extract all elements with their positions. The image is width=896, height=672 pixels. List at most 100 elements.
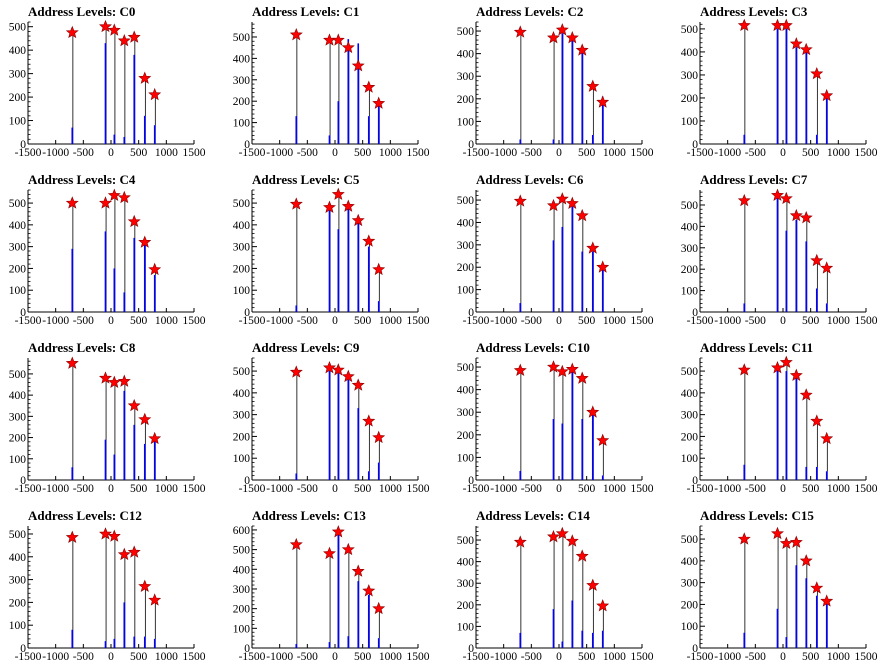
- y-tick-label: 0: [244, 475, 250, 487]
- peak-marker: [771, 188, 784, 201]
- peak-marker: [779, 536, 793, 549]
- peak-marker: [372, 96, 386, 109]
- peak-marker: [771, 526, 784, 540]
- peak-marker: [555, 526, 569, 540]
- x-tick-label: -500: [73, 315, 94, 327]
- x-tick-label: -1500: [239, 483, 266, 495]
- peak-marker: [810, 253, 824, 267]
- x-tick-label: -1500: [15, 315, 42, 327]
- x-tick-label: -1000: [490, 483, 517, 495]
- x-tick-label: 1500: [407, 651, 430, 663]
- chart-svg: -1500 -1000 -500 0 500 1000 1500 0 100 200 300 400 5…: [457, 21, 654, 159]
- peak-marker: [789, 535, 803, 548]
- y-tick-label: 100: [681, 286, 699, 298]
- y-tick-label: 100: [457, 116, 475, 128]
- y-tick-label: 0: [468, 139, 474, 151]
- peak-marker: [138, 71, 152, 84]
- x-tick-label: 500: [578, 651, 596, 663]
- x-tick-label: -500: [297, 483, 318, 495]
- y-tick-label: 200: [681, 431, 699, 443]
- x-tick-label: 0: [556, 483, 562, 495]
- y-tick-label: 100: [233, 285, 251, 297]
- peak-marker: [351, 564, 365, 577]
- x-tick-label: 500: [354, 483, 372, 495]
- chart-title: Address Levels: C7: [700, 172, 808, 187]
- chart-panel-c1: -1500 -1000 -500 0 500 1000 1500 0 100 200 300 400 5…: [224, 0, 448, 168]
- peak-marker: [148, 87, 162, 101]
- chart-svg: -1500 -1000 -500 0 500 1000 1500 0 100 200 300 400 5…: [233, 187, 430, 327]
- x-tick-label: -500: [73, 483, 94, 495]
- x-tick-label: 500: [354, 147, 372, 159]
- x-tick-label: -1500: [239, 147, 266, 159]
- peak-marker: [289, 27, 303, 41]
- y-tick-label: 200: [457, 600, 475, 612]
- chart-svg: -1500 -1000 -500 0 500 1000 1500 0 100 200 300 400 5…: [9, 356, 206, 495]
- x-tick-label: 500: [802, 147, 820, 159]
- y-tick-label: 400: [9, 552, 27, 564]
- x-tick-label: 0: [556, 315, 562, 327]
- x-tick-label: -1500: [687, 483, 714, 495]
- x-tick-label: 0: [332, 483, 338, 495]
- y-tick-label: 300: [9, 69, 27, 81]
- x-tick-label: 0: [108, 651, 114, 663]
- chart-panel-c15: -1500 -1000 -500 0 500 1000 1500 0 100 200 300 400 5…: [672, 504, 896, 672]
- y-tick-label: 500: [457, 26, 475, 38]
- peak-marker: [547, 198, 560, 212]
- x-tick-label: -1000: [490, 315, 517, 327]
- x-tick-label: 0: [780, 315, 786, 327]
- y-tick-label: 100: [9, 116, 27, 128]
- x-tick-label: -1500: [239, 651, 266, 663]
- x-tick-label: 1000: [827, 147, 850, 159]
- chart-panel-c3: -1500 -1000 -500 0 500 1000 1500 0 100 200 300 400 5…: [672, 0, 896, 168]
- chart-svg: -1500 -1000 -500 0 500 1000 1500 0 100 200 300 400 5…: [9, 526, 206, 663]
- peak-marker: [127, 30, 141, 43]
- chart-svg: -1500 -1000 -500 0 500 1000 1500 0 100 200 300 400 5…: [681, 355, 878, 495]
- peak-marker: [513, 363, 527, 376]
- peak-marker: [575, 43, 589, 56]
- peak-marker: [513, 535, 527, 548]
- peak-marker: [323, 546, 336, 560]
- peak-marker: [331, 363, 345, 376]
- x-tick-label: 500: [130, 651, 148, 663]
- chart-title: Address Levels: C2: [476, 4, 584, 19]
- peak-marker: [127, 398, 141, 412]
- y-tick-label: 500: [681, 24, 699, 36]
- y-tick-label: 500: [681, 534, 699, 546]
- x-tick-label: -500: [73, 651, 94, 663]
- chart-svg: -1500 -1000 -500 0 500 1000 1500 0 100 200 300 400 5…: [457, 357, 654, 495]
- x-tick-label: 0: [108, 315, 114, 327]
- x-tick-label: 0: [332, 315, 338, 327]
- x-tick-label: -1000: [490, 147, 517, 159]
- peak-marker: [575, 208, 589, 222]
- peak-marker: [99, 371, 112, 384]
- x-tick-label: 1000: [155, 651, 178, 663]
- y-tick-label: 0: [692, 643, 698, 655]
- peak-marker: [138, 579, 152, 592]
- chart-svg: -1500 -1000 -500 0 500 1000 1500 0 100 200 300 400 5…: [9, 188, 206, 327]
- chart-title: Address Levels: C6: [476, 172, 584, 187]
- y-tick-label: 300: [681, 70, 699, 82]
- y-tick-label: 0: [692, 139, 698, 151]
- chart-title: Address Levels: C10: [476, 340, 590, 355]
- peak-marker: [362, 584, 376, 597]
- peak-marker: [107, 529, 121, 542]
- y-tick-label: 300: [681, 410, 699, 422]
- y-tick-label: 400: [9, 45, 27, 57]
- y-tick-label: 300: [9, 575, 27, 587]
- x-tick-label: -1500: [463, 147, 490, 159]
- y-tick-label: 600: [233, 525, 251, 537]
- x-tick-label: 500: [354, 651, 372, 663]
- x-tick-label: 1000: [827, 483, 850, 495]
- y-tick-label: 100: [9, 454, 27, 466]
- y-tick-label: 400: [457, 557, 475, 569]
- x-tick-label: 1500: [631, 315, 654, 327]
- peak-marker: [810, 66, 824, 80]
- peak-marker: [575, 371, 589, 384]
- peak-marker: [575, 549, 589, 562]
- y-tick-label: 200: [9, 433, 27, 445]
- y-tick-label: 400: [681, 556, 699, 568]
- peak-marker: [737, 363, 751, 376]
- peak-marker: [351, 59, 365, 72]
- x-tick-label: 0: [108, 147, 114, 159]
- x-tick-label: 500: [578, 147, 596, 159]
